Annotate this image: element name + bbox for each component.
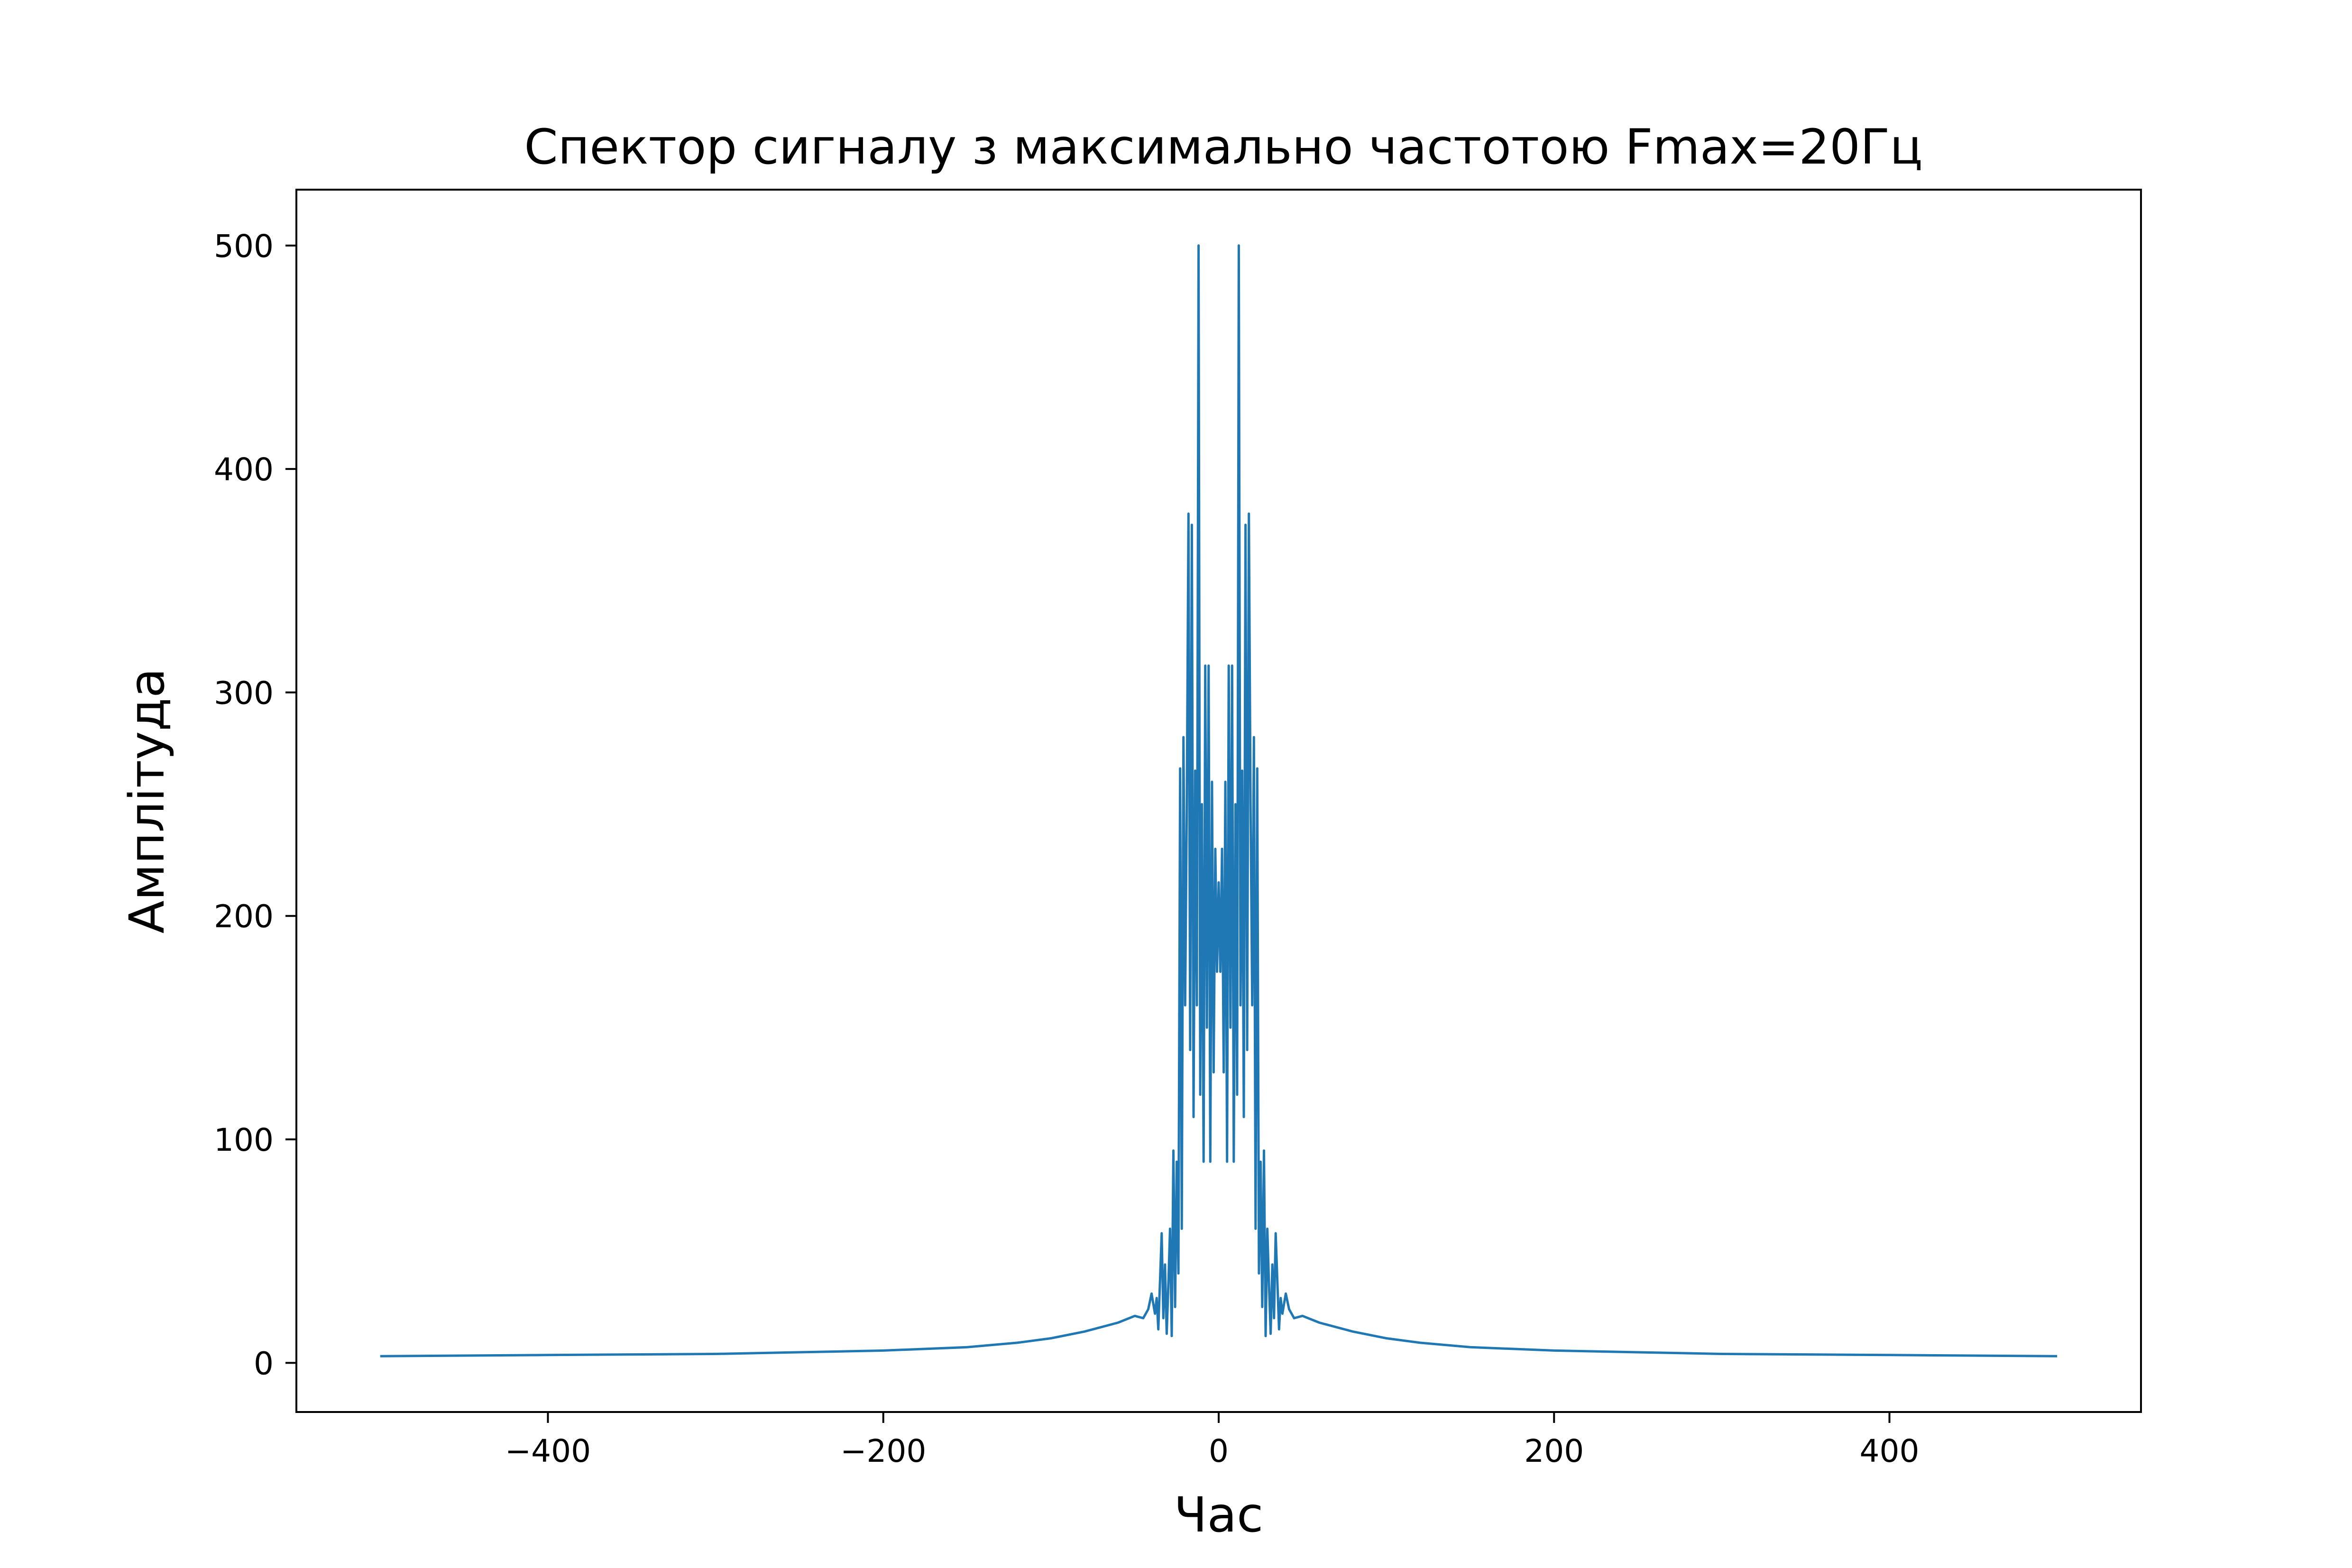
- x-tick-label: −400: [505, 1433, 591, 1469]
- x-tick-label: 0: [1209, 1433, 1229, 1469]
- y-tick-label: 0: [254, 1345, 274, 1382]
- x-tick-label: 400: [1860, 1433, 1920, 1469]
- y-tick-label: 100: [214, 1122, 274, 1158]
- y-tick-label: 200: [214, 899, 274, 935]
- chart-title: Спектор сигналу з максимально частотою F…: [524, 119, 1922, 175]
- x-axis-label: Час: [1174, 1487, 1264, 1543]
- y-tick-label: 300: [214, 675, 274, 711]
- series-line-0: [380, 244, 2058, 1357]
- y-tick-label: 500: [214, 228, 274, 265]
- y-axis-ticks: 0 100 200 300 400 500: [214, 228, 296, 1382]
- x-tick-label: −200: [840, 1433, 926, 1469]
- y-tick-label: 400: [214, 451, 274, 488]
- plot-area: [380, 244, 2058, 1357]
- x-tick-label: 200: [1524, 1433, 1584, 1469]
- y-axis-label: Амплітуда: [119, 668, 175, 934]
- axes-frame: [295, 189, 2142, 1413]
- x-axis-ticks: −400 −200 0 200 400: [505, 1412, 1920, 1469]
